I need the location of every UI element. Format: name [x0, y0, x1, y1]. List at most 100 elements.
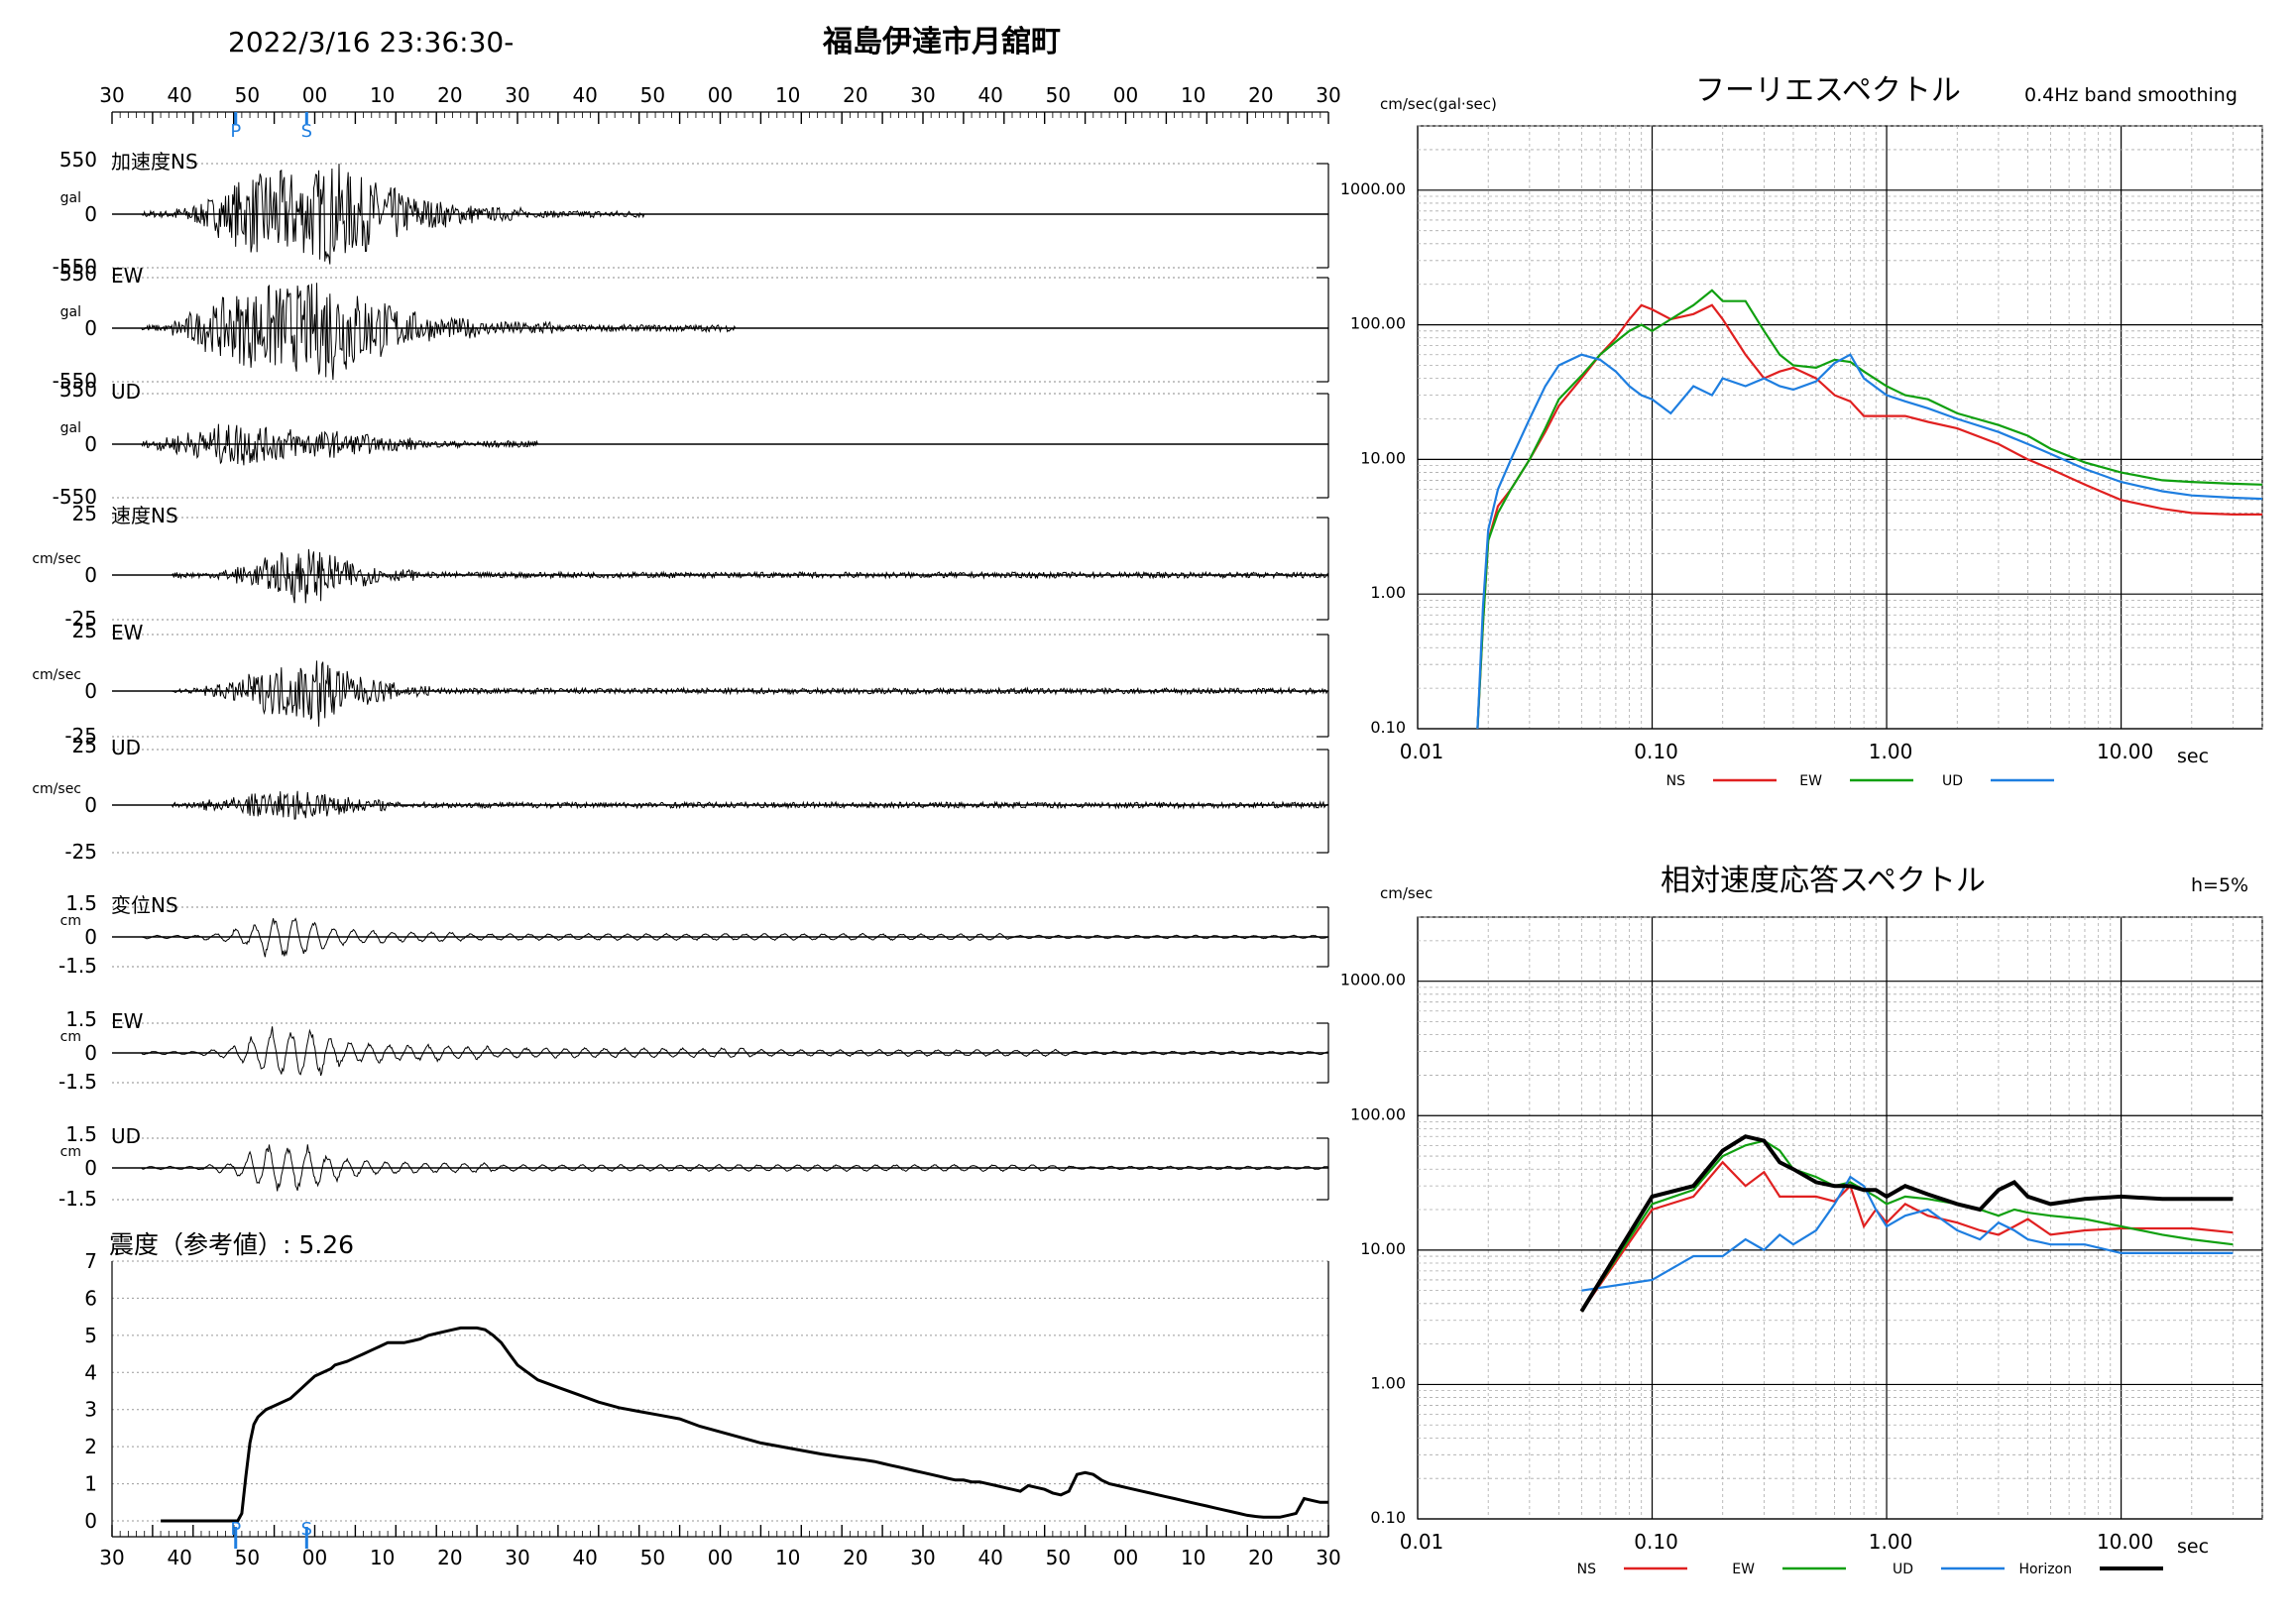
- p-label: P: [230, 121, 241, 142]
- waveform-zero-label: 0: [84, 563, 97, 587]
- legend-label: UD: [1942, 773, 1963, 789]
- response-chart: 0.01 0.10 1.00 10.00 0.10 1.00 10.00 100.00 1000…: [1340, 916, 2263, 1577]
- y-tick-label: 100.00: [1350, 1104, 1406, 1123]
- y-tick-label: 1000.00: [1340, 971, 1406, 989]
- waveform-min-label: -25: [64, 607, 97, 631]
- y-tick-label: 0.10: [1370, 718, 1406, 737]
- waveform-min-label: -25: [64, 724, 97, 748]
- waveform-max-label: 550: [59, 378, 97, 402]
- time-tick-label: 10: [775, 1546, 800, 1569]
- legend-label: UD: [1893, 1562, 1913, 1577]
- waveform-max-label: 25: [72, 619, 97, 642]
- waveform-trace: [112, 283, 1328, 381]
- waveform-trace: [112, 660, 1328, 727]
- time-tick-label: 40: [167, 83, 191, 107]
- waveform-component-label: UD: [111, 380, 141, 404]
- time-tick-label: 30: [99, 83, 124, 107]
- waveform-unit-label: cm: [60, 1029, 81, 1045]
- waveform-max-label: 1.5: [65, 891, 97, 915]
- x-tick-label: 0.10: [1634, 1530, 1678, 1554]
- time-tick-label: 30: [99, 1546, 124, 1569]
- waveform-unit-label: cm: [60, 1144, 81, 1160]
- waveform-zero-label: 0: [84, 202, 97, 226]
- intensity-tick-label: 2: [84, 1435, 97, 1458]
- waveform-min-label: -1.5: [58, 1070, 97, 1094]
- header-station: 福島伊達市月舘町: [822, 25, 1061, 59]
- intensity-tick-label: 4: [84, 1360, 97, 1384]
- time-tick-label: 20: [843, 83, 867, 107]
- y-tick-label: 10.00: [1360, 1239, 1406, 1258]
- waveform-component-label: 変位NS: [111, 893, 178, 917]
- plot-frame: [1417, 125, 2263, 730]
- time-axis-bottom: 30 40 50 00 10 20 30 40 50 00 10 20 30 40 50 00 10 20 30 P S: [99, 1519, 1340, 1569]
- waveform-zero-label: 0: [84, 1041, 97, 1065]
- y-tick-label: 0.10: [1370, 1508, 1406, 1527]
- waveform-zero-label: 0: [84, 1156, 97, 1180]
- response-title: 相対速度応答スペクトル: [1661, 864, 1986, 898]
- s-label: S: [301, 121, 312, 142]
- series-line-ud: [1581, 1175, 2234, 1292]
- time-tick-label: 30: [1316, 83, 1340, 107]
- time-tick-label: 30: [505, 1546, 529, 1569]
- waveform-min-label: -1.5: [58, 1187, 97, 1211]
- waveform-component-label: EW: [111, 264, 144, 288]
- s-label: S: [301, 1519, 312, 1540]
- time-tick-label: 00: [1113, 83, 1138, 107]
- waveform-zero-label: 0: [84, 679, 97, 703]
- time-tick-label: 00: [302, 83, 327, 107]
- response-xlabel: sec: [2177, 1536, 2209, 1558]
- waveform-unit-label: gal: [60, 420, 81, 436]
- time-tick-label: 20: [1248, 83, 1273, 107]
- legend-label: Horizon: [2018, 1562, 2072, 1577]
- header-datetime: 2022/3/16 23:36:30-: [228, 26, 514, 58]
- x-tick-label: 0.01: [1400, 740, 1444, 763]
- response-subtitle: h=5%: [2191, 874, 2248, 896]
- fourier-subtitle: 0.4Hz band smoothing: [2024, 84, 2238, 106]
- fourier-title: フーリエスペクトル: [1695, 73, 1961, 108]
- time-tick-label: 40: [167, 1546, 191, 1569]
- waveform-zero-label: 0: [84, 316, 97, 340]
- intensity-tick-label: 5: [84, 1324, 97, 1347]
- time-tick-label: 30: [1316, 1546, 1340, 1569]
- waveform-max-label: 550: [59, 148, 97, 172]
- time-tick-label: 30: [910, 83, 935, 107]
- time-tick-label: 20: [437, 83, 462, 107]
- waveform-unit-label: gal: [60, 304, 81, 320]
- waveform-max-label: 25: [72, 502, 97, 525]
- time-tick-label: 40: [572, 83, 597, 107]
- intensity-line: [161, 1326, 1328, 1523]
- time-tick-label: 50: [235, 83, 260, 107]
- waveform-component-label: 加速度NS: [111, 150, 198, 174]
- waveform-unit-label: cm/sec: [32, 551, 81, 567]
- time-tick-label: 10: [1181, 1546, 1205, 1569]
- waveform-min-label: -550: [53, 369, 97, 393]
- waveform-max-label: 1.5: [65, 1007, 97, 1031]
- waveform-trace: [112, 423, 1328, 466]
- waveform-component-label: 速度NS: [111, 504, 178, 527]
- time-tick-label: 10: [775, 83, 800, 107]
- time-tick-label: 40: [977, 83, 1002, 107]
- series-line-ew: [1580, 1139, 2234, 1313]
- time-axis-top: 30 40 50 00 10 20 30 40 50 00 10 20 30 40 50 00 10 20 30 P S: [99, 83, 1340, 142]
- series-line-ew: [1476, 289, 2262, 729]
- time-tick-label: 40: [572, 1546, 597, 1569]
- waveform-trace: [112, 917, 1329, 958]
- intensity-tick-label: 1: [84, 1472, 97, 1496]
- time-tick-label: 50: [640, 1546, 665, 1569]
- y-tick-label: 1000.00: [1340, 179, 1406, 198]
- time-tick-label: 50: [1046, 83, 1071, 107]
- time-tick-label: 00: [708, 83, 733, 107]
- waveform-max-label: 25: [72, 734, 97, 757]
- time-tick-label: 10: [370, 83, 395, 107]
- x-tick-label: 1.00: [1869, 1530, 1913, 1554]
- time-tick-label: 30: [910, 1546, 935, 1569]
- waveform-unit-label: cm: [60, 913, 81, 929]
- y-tick-label: 100.00: [1350, 314, 1406, 333]
- time-tick-label: 20: [1248, 1546, 1273, 1569]
